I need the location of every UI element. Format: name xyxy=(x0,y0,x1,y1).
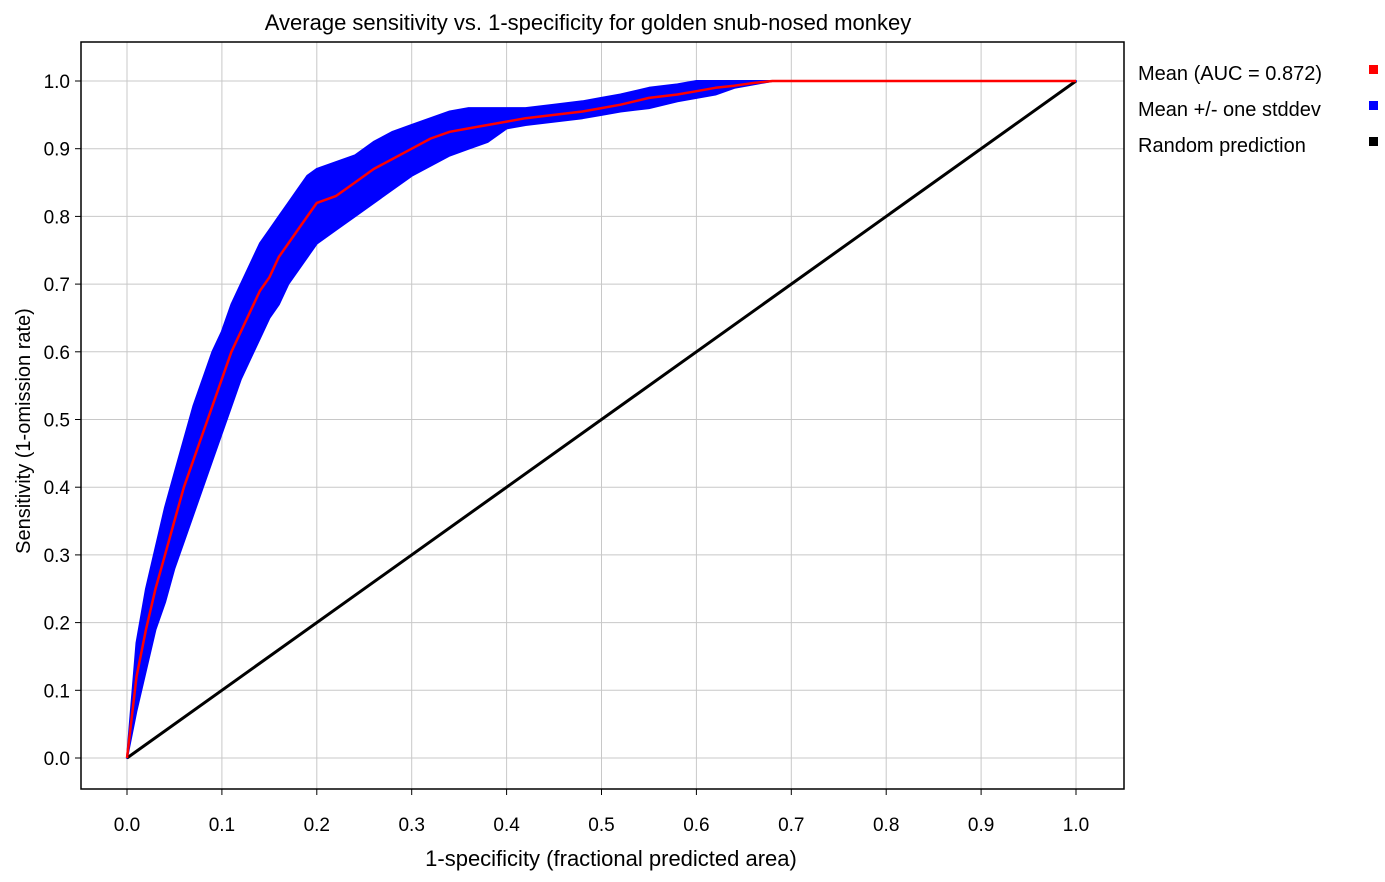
x-tick-label: 0.7 xyxy=(778,815,804,836)
y-tick-label: 0.7 xyxy=(44,275,70,296)
legend-stddev-label: Mean +/- one stddev xyxy=(1138,99,1321,121)
y-tick-label: 0.1 xyxy=(44,681,70,702)
x-tick-label: 0.5 xyxy=(588,815,614,836)
y-tick-label: 0.2 xyxy=(44,614,70,635)
legend-random-label: Random prediction xyxy=(1138,135,1306,157)
x-axis-label: 1-specificity (fractional predicted area… xyxy=(425,846,797,871)
y-axis-label: Sensitivity (1-omission rate) xyxy=(13,308,35,554)
legend: Mean (AUC = 0.872) Mean +/- one stddev Ran… xyxy=(1138,63,1378,157)
legend-mean-swatch xyxy=(1369,65,1378,74)
y-tick-label: 0.3 xyxy=(44,546,70,567)
y-tick-label: 0.4 xyxy=(44,478,71,499)
x-tick-label: 0.4 xyxy=(493,815,520,836)
y-tick-label: 1.0 xyxy=(44,72,70,93)
y-axis-ticks: 0.0 0.1 0.2 0.3 0.4 0.5 0.6 0.7 0.8 0.9 1.0 xyxy=(44,72,81,770)
legend-stddev-swatch xyxy=(1369,101,1378,110)
x-tick-label: 0.3 xyxy=(398,815,424,836)
legend-random-swatch xyxy=(1369,137,1378,146)
y-tick-label: 0.6 xyxy=(44,343,70,364)
y-tick-label: 0.0 xyxy=(44,749,70,770)
x-tick-label: 0.0 xyxy=(114,815,140,836)
y-tick-label: 0.9 xyxy=(44,140,70,161)
legend-mean-label: Mean (AUC = 0.872) xyxy=(1138,63,1322,85)
x-axis-ticks: 0.0 0.1 0.2 0.3 0.4 0.5 0.6 0.7 0.8 0.9 1.0 xyxy=(114,789,1089,836)
x-tick-label: 0.6 xyxy=(683,815,709,836)
chart-title: Average sensitivity vs. 1-specificity fo… xyxy=(265,10,911,35)
x-tick-label: 0.1 xyxy=(209,815,235,836)
y-tick-label: 0.8 xyxy=(44,207,70,228)
x-tick-label: 1.0 xyxy=(1063,815,1089,836)
x-tick-label: 0.8 xyxy=(873,815,899,836)
plot-area xyxy=(81,42,1124,789)
x-tick-label: 0.2 xyxy=(304,815,330,836)
x-tick-label: 0.9 xyxy=(968,815,994,836)
y-tick-label: 0.5 xyxy=(44,411,70,432)
